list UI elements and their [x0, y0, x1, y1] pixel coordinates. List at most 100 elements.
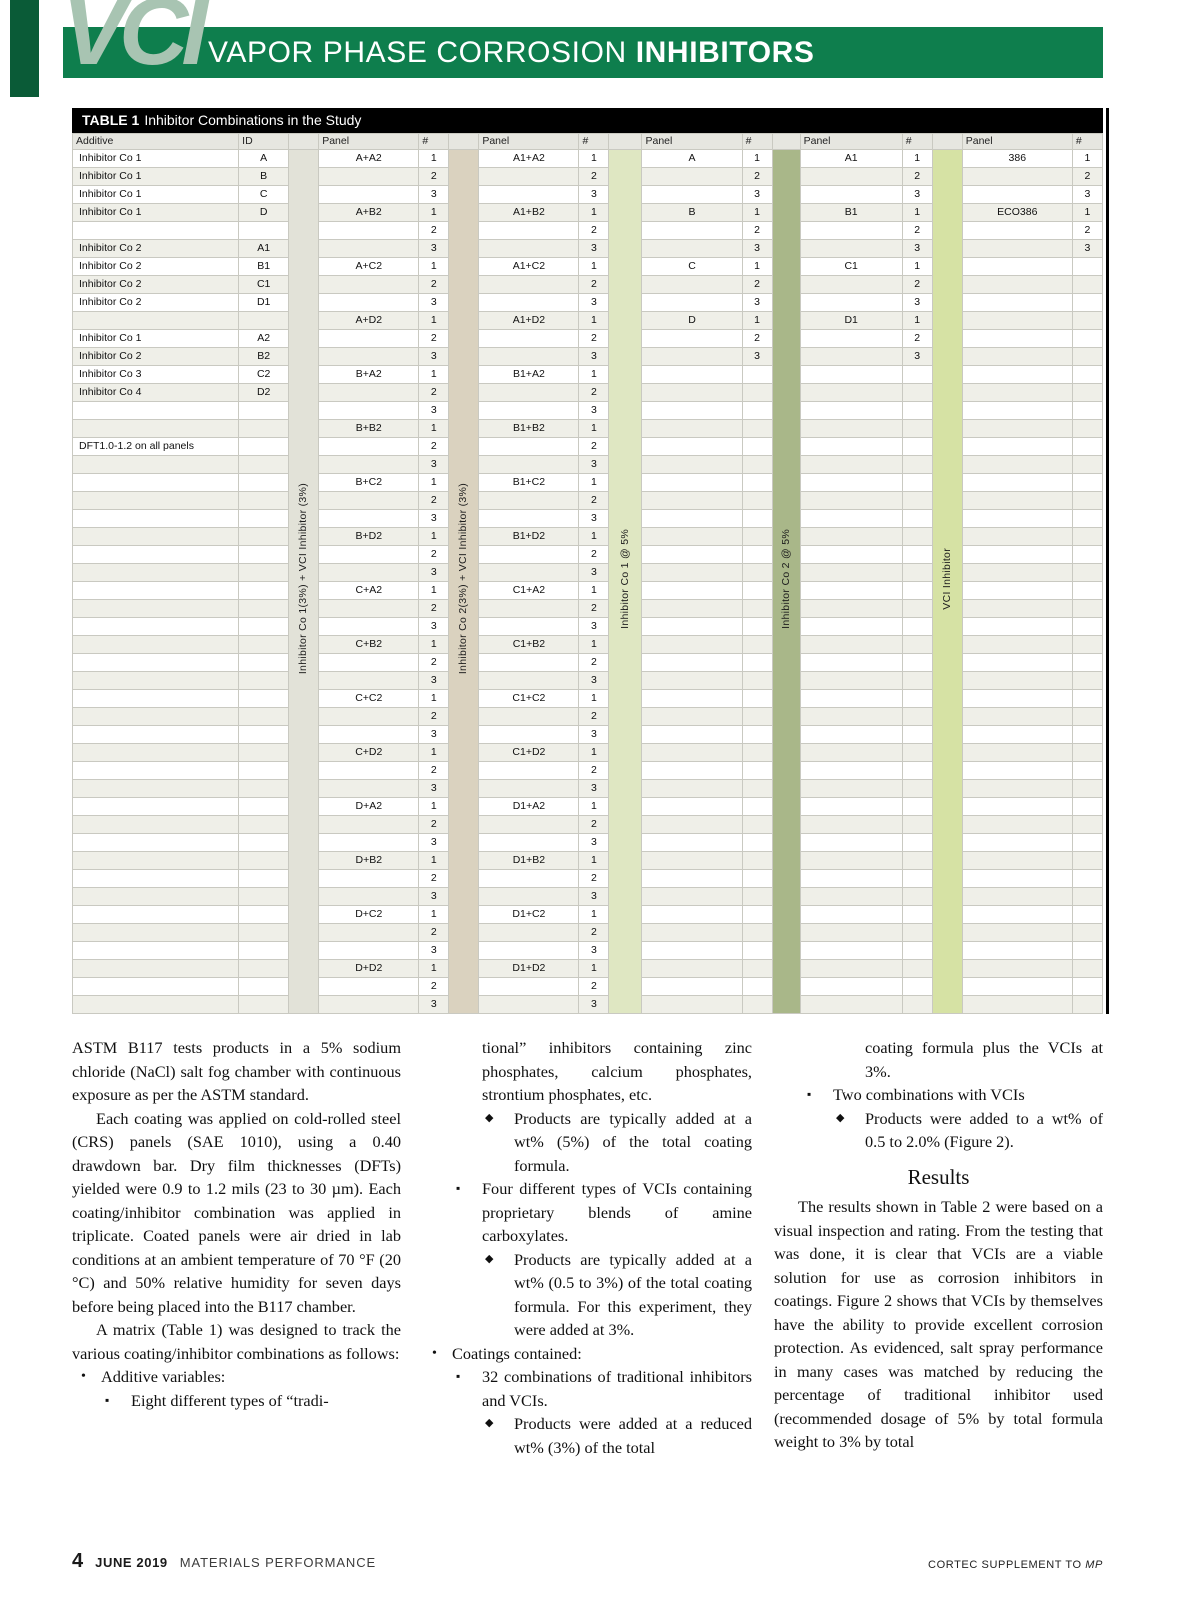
panel-cell: [799, 185, 903, 204]
panel-cell: [641, 635, 743, 654]
id-cell: [238, 617, 290, 636]
id-cell: [238, 437, 290, 456]
table-row: Inhibitor Co 3 C2 B+A2 1 B1+A2 1: [71, 365, 1104, 384]
num-cell: [1071, 743, 1104, 762]
banner-title-bold: INHIBITORS: [635, 35, 815, 69]
bullet-text: Products are typically added at a wt% (5…: [514, 1108, 752, 1175]
additive-cell: [71, 869, 240, 888]
bullet-item: ▪ 32 combinations of traditional inhibito…: [423, 1365, 752, 1412]
num-cell: [901, 923, 933, 942]
bullet-marker: ▪: [456, 1369, 461, 1383]
id-cell: [238, 977, 290, 996]
num-cell: [741, 725, 773, 744]
num-cell: 1: [741, 149, 773, 168]
num-cell: 3: [418, 509, 450, 528]
num-cell: [1071, 653, 1104, 672]
panel-cell: [961, 167, 1073, 186]
num-cell: [741, 383, 773, 402]
bullet-item: ◆ Products are typically added at a wt% (…: [423, 1248, 752, 1342]
num-cell: [901, 455, 933, 474]
num-cell: [741, 887, 773, 906]
panel-cell: D: [641, 311, 743, 330]
col-header-panel: Panel: [641, 133, 743, 150]
additive-cell: Inhibitor Co 1: [71, 329, 240, 348]
panel-cell: [961, 923, 1073, 942]
id-cell: [238, 815, 290, 834]
panel-cell: [478, 761, 580, 780]
num-cell: [741, 455, 773, 474]
id-cell: [238, 941, 290, 960]
bullet-marker: ▪: [105, 1392, 110, 1407]
num-cell: 3: [578, 293, 610, 312]
id-cell: [238, 419, 290, 438]
table-row: Inhibitor Co 2 C1 2 2 2 2: [71, 275, 1104, 294]
num-cell: 2: [418, 977, 450, 996]
panel-cell: [641, 815, 743, 834]
paragraph: coating formula plus the VCIs at 3%.: [865, 1038, 1103, 1081]
num-cell: 1: [901, 149, 933, 168]
num-cell: 1: [578, 797, 610, 816]
num-cell: [741, 869, 773, 888]
num-cell: [1071, 995, 1104, 1014]
num-cell: 1: [418, 257, 450, 276]
num-cell: 1: [578, 419, 610, 438]
num-cell: [901, 905, 933, 924]
bullet-marker: ▪: [807, 1087, 812, 1101]
num-cell: [1071, 437, 1104, 456]
num-cell: 1: [578, 581, 610, 600]
panel-cell: [961, 815, 1073, 834]
id-cell: [238, 671, 290, 690]
num-cell: 2: [418, 491, 450, 510]
id-cell: [238, 545, 290, 564]
num-cell: [741, 941, 773, 960]
num-cell: 1: [578, 473, 610, 492]
num-cell: [741, 617, 773, 636]
num-cell: 1: [418, 527, 450, 546]
panel-cell: [799, 581, 903, 600]
article-column: tional” inhibitors containing zinc phosp…: [423, 1036, 752, 1459]
table-row: B+B2 1 B1+B2 1: [71, 419, 1104, 438]
panel-cell: [478, 887, 580, 906]
num-cell: 2: [901, 221, 933, 240]
num-cell: [1071, 599, 1104, 618]
num-cell: [901, 833, 933, 852]
table-row: B+C2 1 B1+C2 1: [71, 473, 1104, 492]
panel-cell: [641, 725, 743, 744]
right-edge-rule: [1106, 108, 1109, 1014]
num-cell: 3: [578, 347, 610, 366]
id-cell: [238, 923, 290, 942]
table-title-text: Inhibitor Combinations in the Study: [144, 112, 362, 128]
id-cell: [238, 509, 290, 528]
panel-cell: [318, 383, 420, 402]
num-cell: 2: [578, 491, 610, 510]
panel-cell: [641, 887, 743, 906]
num-cell: 2: [578, 437, 610, 456]
num-cell: [1071, 851, 1104, 870]
num-cell: 3: [578, 833, 610, 852]
panel-cell: [799, 941, 903, 960]
num-cell: [741, 635, 773, 654]
panel-cell: A1+B2: [478, 203, 580, 222]
num-cell: [901, 761, 933, 780]
num-cell: 2: [418, 329, 450, 348]
panel-cell: A1+D2: [478, 311, 580, 330]
num-cell: 3: [1071, 239, 1104, 258]
num-cell: [1071, 923, 1104, 942]
num-cell: [1071, 617, 1104, 636]
panel-cell: [961, 509, 1073, 528]
panel-cell: [961, 365, 1073, 384]
panel-cell: [961, 545, 1073, 564]
num-cell: 2: [418, 599, 450, 618]
group-strip: Inhibitor Co 2 @ 5%: [771, 149, 801, 1014]
num-cell: [741, 707, 773, 726]
id-cell: [238, 797, 290, 816]
panel-cell: [961, 347, 1073, 366]
num-cell: [901, 815, 933, 834]
panel-cell: [318, 599, 420, 618]
num-cell: [1071, 689, 1104, 708]
num-cell: 1: [578, 149, 610, 168]
panel-cell: [799, 959, 903, 978]
col-header-spacer: [288, 133, 320, 150]
